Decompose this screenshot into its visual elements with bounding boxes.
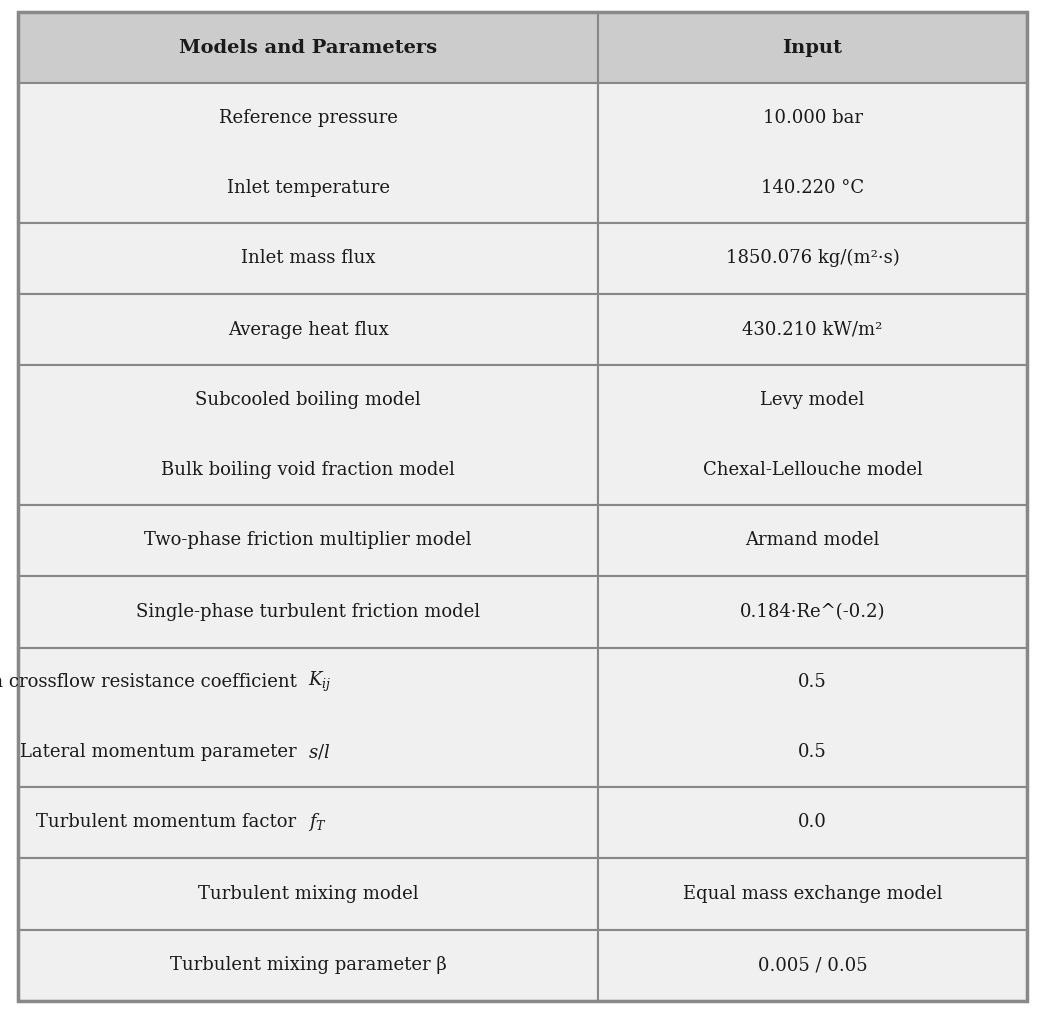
Bar bbox=[598, 366, 1027, 504]
Bar bbox=[18, 12, 598, 83]
Text: Models and Parameters: Models and Parameters bbox=[179, 38, 437, 57]
Bar bbox=[598, 504, 1027, 576]
Bar bbox=[18, 576, 598, 647]
Bar bbox=[598, 12, 1027, 83]
Text: Armand model: Armand model bbox=[745, 531, 880, 549]
Text: 0.005 / 0.05: 0.005 / 0.05 bbox=[758, 956, 867, 975]
Text: $f_T$: $f_T$ bbox=[308, 811, 327, 834]
Bar bbox=[18, 504, 598, 576]
Text: $K_{ij}$: $K_{ij}$ bbox=[308, 671, 331, 694]
Text: 0.0: 0.0 bbox=[798, 813, 827, 832]
Bar bbox=[598, 294, 1027, 366]
Bar bbox=[598, 858, 1027, 930]
Bar bbox=[598, 83, 1027, 223]
Text: Turbulent momentum factor: Turbulent momentum factor bbox=[37, 813, 308, 832]
Text: Levy model: Levy model bbox=[761, 391, 865, 409]
Bar bbox=[18, 223, 598, 294]
Bar bbox=[18, 930, 598, 1001]
Text: Turbulent mixing parameter β: Turbulent mixing parameter β bbox=[169, 956, 446, 975]
Bar bbox=[18, 83, 598, 223]
Text: 1850.076 kg/(m²·s): 1850.076 kg/(m²·s) bbox=[725, 249, 900, 267]
Text: Inlet temperature: Inlet temperature bbox=[227, 178, 390, 197]
Bar bbox=[18, 294, 598, 366]
Text: 0.184·Re^(-0.2): 0.184·Re^(-0.2) bbox=[740, 603, 885, 621]
Text: Bulk boiling void fraction model: Bulk boiling void fraction model bbox=[161, 461, 455, 479]
Text: Single-phase turbulent friction model: Single-phase turbulent friction model bbox=[136, 603, 480, 621]
Bar bbox=[18, 858, 598, 930]
Text: 430.210 kW/m²: 430.210 kW/m² bbox=[742, 321, 883, 338]
Text: Average heat flux: Average heat flux bbox=[228, 321, 389, 338]
Text: Subcooled boiling model: Subcooled boiling model bbox=[195, 391, 421, 409]
Text: Chexal-Lellouche model: Chexal-Lellouche model bbox=[702, 461, 923, 479]
Text: Input: Input bbox=[783, 38, 842, 57]
Text: Inlet mass flux: Inlet mass flux bbox=[240, 249, 375, 267]
Text: Diversion crossflow resistance coefficient: Diversion crossflow resistance coefficie… bbox=[0, 674, 308, 691]
Bar bbox=[598, 786, 1027, 858]
Text: Turbulent mixing model: Turbulent mixing model bbox=[198, 884, 418, 903]
Text: 10.000 bar: 10.000 bar bbox=[763, 109, 862, 128]
Bar bbox=[18, 647, 598, 786]
Text: Two-phase friction multiplier model: Two-phase friction multiplier model bbox=[144, 531, 472, 549]
Text: 0.5: 0.5 bbox=[798, 674, 827, 691]
Text: $s/l$: $s/l$ bbox=[308, 743, 330, 761]
Bar bbox=[18, 786, 598, 858]
Text: Reference pressure: Reference pressure bbox=[218, 109, 397, 128]
Bar bbox=[598, 223, 1027, 294]
Text: Lateral momentum parameter: Lateral momentum parameter bbox=[20, 743, 308, 761]
Bar bbox=[598, 647, 1027, 786]
Bar bbox=[18, 366, 598, 504]
Bar bbox=[598, 930, 1027, 1001]
Text: Equal mass exchange model: Equal mass exchange model bbox=[682, 884, 943, 903]
Text: 0.5: 0.5 bbox=[798, 743, 827, 761]
Text: 140.220 °C: 140.220 °C bbox=[761, 178, 864, 197]
Bar bbox=[598, 576, 1027, 647]
